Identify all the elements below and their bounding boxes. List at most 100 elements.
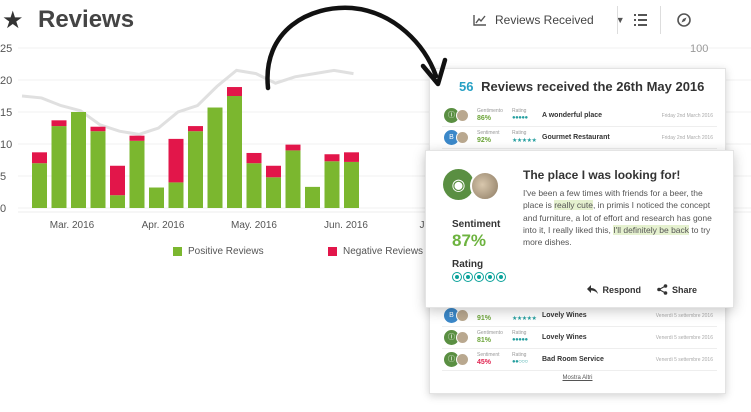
sentiment-label: Sentiment — [477, 130, 500, 136]
negative-bar — [168, 138, 184, 183]
positive-bar — [71, 112, 86, 208]
rating-label: Rating — [452, 259, 484, 270]
negative-bar — [246, 152, 262, 164]
positive-bar — [246, 163, 262, 208]
review-name: Lovely Wines — [542, 334, 587, 341]
rating-value: ★★★★★ — [512, 138, 537, 144]
rating-bubble — [474, 272, 484, 282]
y-tick-label: 0 — [0, 203, 6, 215]
source-icon: Ⓘ — [444, 330, 459, 345]
rating-value: ●●●●● — [512, 337, 528, 343]
rating-value: ●●○○○ — [512, 359, 528, 365]
share-button[interactable]: Share — [657, 284, 697, 295]
page-header: ★ Reviews Reviews Received ▼ — [0, 0, 751, 40]
list-item[interactable]: Ⓘ Sentiment 45% Rating ●●○○○ Bad Room Service… — [442, 349, 717, 371]
avatar — [456, 131, 469, 144]
review-date: Venerdi 5 settembre 2016 — [655, 357, 713, 363]
y-right-tick-label: 100 — [690, 43, 708, 55]
review-text-part: to try more dishes. — [523, 224, 711, 248]
metric-dropdown[interactable]: Reviews Received ▼ — [473, 10, 625, 30]
list-icon[interactable] — [631, 11, 649, 29]
reply-icon — [587, 285, 599, 294]
positive-swatch — [173, 247, 182, 256]
chevron-down-icon: ▼ — [615, 15, 625, 25]
sentiment-value: 45% — [477, 359, 492, 366]
review-date: Venerdi 5 settembre 2016 — [655, 335, 713, 341]
positive-bar — [344, 161, 359, 208]
divider — [660, 6, 661, 34]
rating-value: ★★★★★ — [512, 316, 537, 322]
review-count: 56 — [459, 79, 474, 94]
positive-bar — [285, 150, 301, 208]
review-date: Friday 2nd March 2016 — [661, 113, 713, 119]
review-text-part: I've been a few times with friends for a… — [523, 188, 703, 211]
rating-label: Rating — [512, 352, 527, 358]
positive-bar — [227, 96, 242, 208]
avatar — [456, 109, 469, 122]
negative-bar — [227, 87, 242, 96]
review-name: Bad Room Service — [542, 356, 604, 363]
positive-bar — [32, 163, 47, 208]
sentiment-value: 81% — [477, 337, 492, 344]
positive-bar — [324, 161, 340, 208]
star-icon: ★ — [2, 6, 24, 34]
rating-bubble — [463, 272, 473, 282]
sentiment-label: Gentimento — [477, 330, 503, 336]
list-item[interactable]: Ⓘ Gentimento 86% Rating ●●●●● A wonderful pla… — [442, 105, 717, 127]
rating-bubbles — [452, 272, 506, 282]
sentiment-label: Sentiment — [452, 219, 501, 230]
source-icon: B — [444, 308, 459, 323]
review-detail-card: ◉ The place I was looking for! I've been… — [425, 150, 734, 308]
positive-bar — [168, 182, 184, 208]
y-tick-label: 10 — [0, 139, 12, 151]
avatar — [456, 331, 469, 344]
x-tick-label: Mar. 2016 — [50, 220, 95, 231]
review-date: Friday 2nd March 2016 — [661, 135, 713, 141]
list-item[interactable]: B Sentiment 92% Rating ★★★★★ Gourmet Restaura… — [442, 127, 717, 149]
highlight-positive: really cute — [554, 200, 593, 211]
negative-bar — [51, 120, 67, 127]
list-item[interactable]: B 91% ★★★★★ Lovely Wines Venerdi 5 settembre… — [442, 305, 717, 327]
y-tick-label: 15 — [0, 107, 12, 119]
positive-bar — [90, 131, 106, 208]
list-item[interactable]: Ⓘ Gentimento 81% Rating ●●●●● Lovely Wines Ven… — [442, 327, 717, 349]
rating-bubble — [452, 272, 462, 282]
compass-icon[interactable] — [675, 11, 693, 29]
negative-bar — [90, 126, 106, 132]
review-date: Venerdi 5 settembre 2016 — [655, 313, 713, 319]
respond-button[interactable]: Respond — [587, 284, 641, 295]
sentiment-value: 92% — [477, 137, 492, 144]
sentiment-value: 91% — [477, 315, 492, 322]
negative-bar — [110, 165, 125, 196]
share-icon — [657, 284, 668, 295]
positive-bar — [51, 126, 67, 208]
legend-negative: Negative Reviews — [328, 246, 423, 257]
avatar — [470, 171, 500, 201]
positive-bar — [305, 186, 320, 208]
positive-bar — [266, 177, 281, 208]
negative-bar — [129, 135, 145, 141]
negative-bar — [188, 126, 203, 132]
review-text-part: , in primis I noticed the concept and fu… — [523, 200, 712, 235]
review-list-top: Ⓘ Gentimento 86% Rating ●●●●● A wonderful pla… — [442, 105, 717, 149]
review-name: Gourmet Restaurant — [542, 134, 610, 141]
x-tick-label: May. 2016 — [231, 220, 277, 231]
source-icon: B — [444, 130, 459, 145]
respond-label: Respond — [602, 284, 641, 295]
review-name: A wonderful place — [542, 112, 603, 119]
negative-bar — [324, 154, 340, 162]
highlight-positive: I'll definitely be back — [613, 224, 690, 235]
source-icon: Ⓘ — [444, 352, 459, 367]
review-list-bottom: B 91% ★★★★★ Lovely Wines Venerdi 5 settembre… — [442, 305, 717, 371]
y-tick-label: 20 — [0, 75, 12, 87]
divider — [617, 6, 618, 34]
y-tick-label: 25 — [0, 43, 12, 55]
negative-bar — [344, 152, 359, 162]
show-more-link[interactable]: Mostra Altri — [562, 375, 593, 381]
positive-bar — [188, 131, 203, 208]
share-label: Share — [671, 284, 697, 295]
review-title: The place I was looking for! — [523, 168, 681, 182]
sentiment-value: 86% — [477, 115, 492, 122]
rating-bubble — [485, 272, 495, 282]
dropdown-label: Reviews Received — [495, 13, 594, 27]
